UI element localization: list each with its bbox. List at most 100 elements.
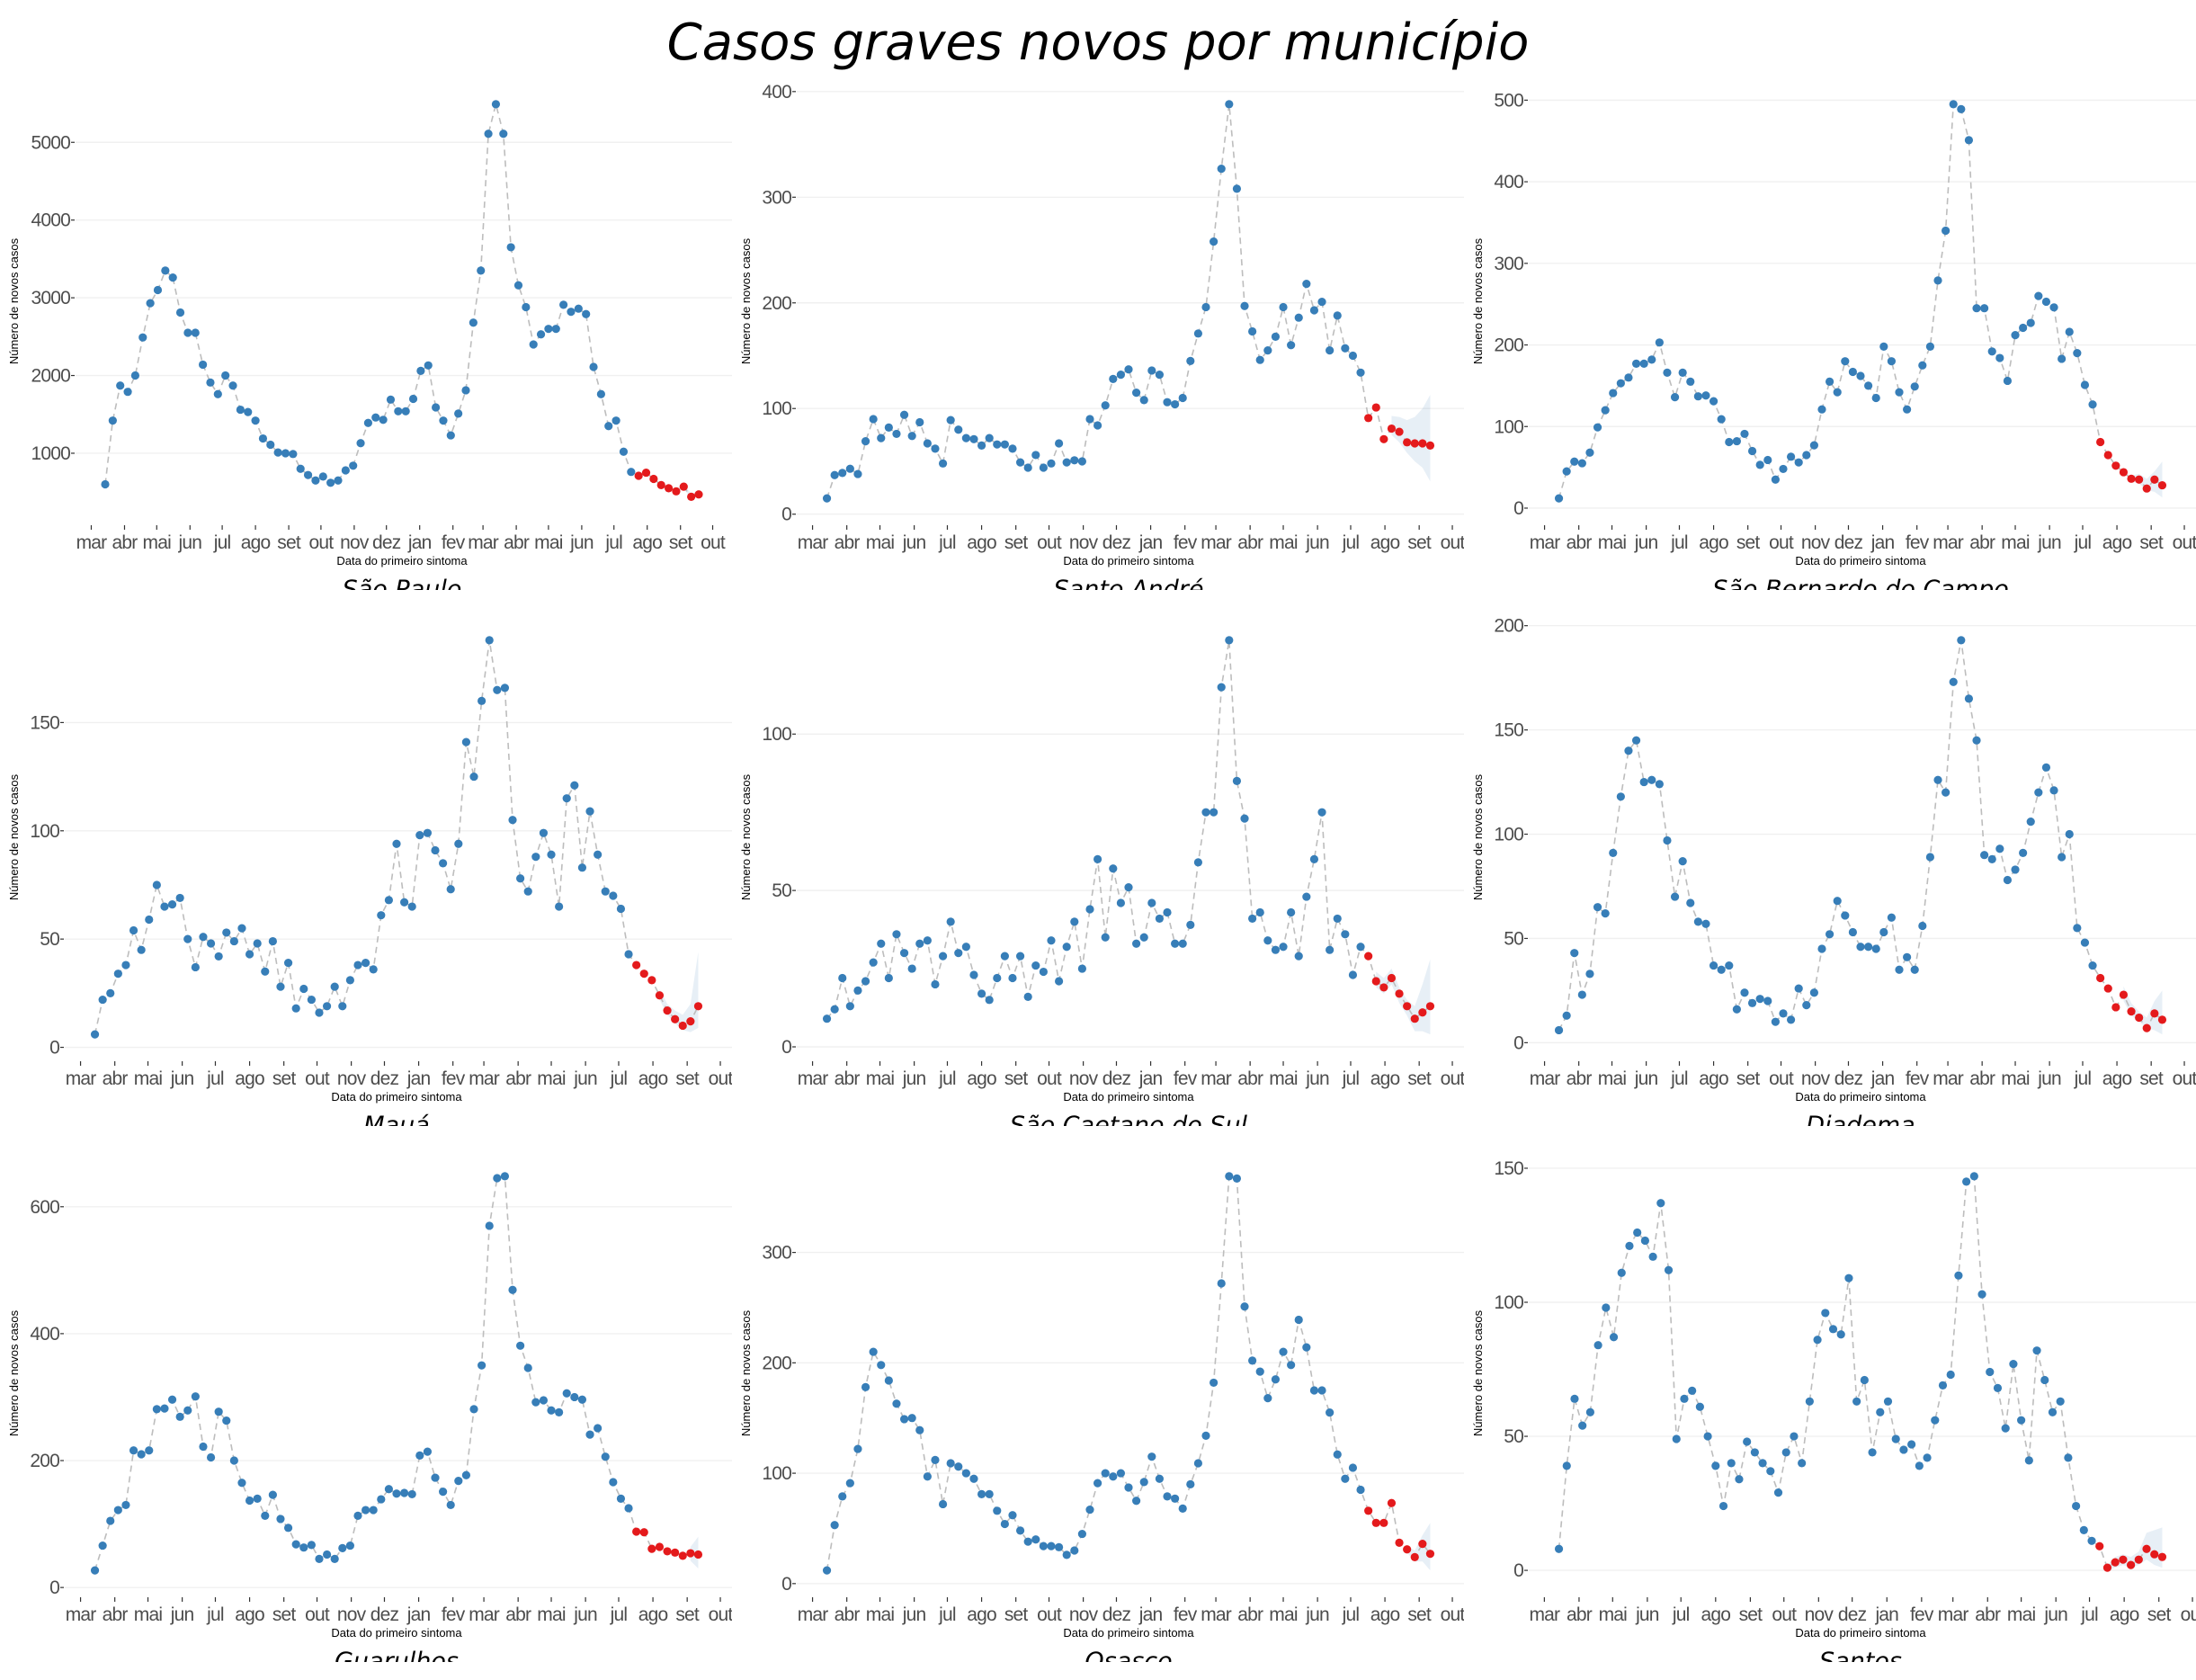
data-point <box>1101 933 1110 942</box>
data-point <box>624 1504 633 1513</box>
y-tick-label: 100 <box>1494 416 1523 437</box>
figure-title: Casos graves novos por município <box>667 13 1530 72</box>
data-point <box>1093 421 1102 430</box>
data-point <box>915 939 924 948</box>
data-point <box>822 1014 832 1023</box>
y-tick-label: 4000 <box>31 210 70 231</box>
data-point <box>861 1382 870 1391</box>
data-point <box>454 839 463 848</box>
y-tick-label: 0 <box>1513 498 1523 519</box>
data-point <box>129 925 138 935</box>
data-point <box>1833 897 1842 906</box>
data-point <box>1805 1397 1814 1406</box>
y-tick-label: 0 <box>49 1038 59 1059</box>
x-axis-title: Data do primeiro sintoma <box>1795 1626 1926 1640</box>
data-point <box>1070 456 1079 465</box>
data-point <box>1703 1432 1712 1441</box>
data-point <box>2009 1359 2018 1369</box>
nowcast-band <box>1376 959 1431 1035</box>
data-point <box>221 371 230 380</box>
data-point <box>152 880 161 889</box>
data-point <box>326 478 335 487</box>
data-point <box>392 839 401 848</box>
x-tick-label: set <box>675 1068 700 1089</box>
data-point <box>1624 373 1633 382</box>
data-point <box>1680 1394 1689 1403</box>
data-point <box>1570 1394 1579 1403</box>
data-point <box>1070 1546 1079 1555</box>
data-point <box>1841 357 1850 366</box>
data-point <box>353 961 362 970</box>
data-point <box>1910 382 1919 391</box>
data-point <box>289 450 298 459</box>
nowcast-point <box>2150 475 2159 484</box>
data-point <box>1740 429 1749 439</box>
data-point <box>2011 865 2020 874</box>
data-point <box>493 685 502 694</box>
x-tick-label: mar <box>1201 1604 1232 1625</box>
x-tick-label: mar <box>66 1068 97 1089</box>
data-point <box>318 472 327 481</box>
x-tick-label: mar <box>469 1604 500 1625</box>
data-point <box>315 1008 324 1017</box>
data-point <box>303 470 313 479</box>
data-point <box>1825 930 1834 939</box>
trend-line <box>826 639 1431 1020</box>
data-point <box>2026 318 2035 327</box>
data-point <box>423 828 433 837</box>
nowcast-band <box>1406 1523 1431 1571</box>
x-tick-label: mai <box>1269 1604 1298 1625</box>
data-point <box>1871 944 1880 953</box>
data-point <box>2034 291 2043 300</box>
x-tick-label: mai <box>134 1068 163 1089</box>
data-point <box>1294 952 1303 961</box>
data-point <box>946 1459 955 1468</box>
data-point <box>1554 1544 1564 1553</box>
data-point <box>570 1392 579 1402</box>
data-point <box>461 737 471 746</box>
data-point <box>589 362 598 371</box>
x-tick-label: set <box>2147 1604 2172 1625</box>
x-tick-label: out <box>305 1068 330 1089</box>
data-point <box>168 273 177 282</box>
x-tick-label: jul <box>1342 1068 1360 1089</box>
data-point <box>307 1541 316 1550</box>
y-tick-label: 300 <box>1494 254 1523 274</box>
nowcast-point <box>1410 1014 1419 1023</box>
data-point <box>619 447 629 456</box>
nowcast-point <box>1418 439 1427 448</box>
data-point <box>237 1479 246 1488</box>
data-point <box>1616 379 1625 388</box>
data-point <box>1864 381 1873 390</box>
nowcast-point <box>1387 424 1397 433</box>
x-tick-label: ago <box>967 1604 996 1625</box>
x-axis-title: Data do primeiro sintoma <box>1795 1090 1926 1104</box>
x-tick-label: mai <box>1599 1604 1628 1625</box>
data-point <box>516 874 525 883</box>
data-point <box>582 309 591 318</box>
data-point <box>1008 1511 1017 1520</box>
x-tick-label: set <box>1004 1068 1029 1089</box>
data-point <box>485 1221 494 1230</box>
data-point <box>113 1506 122 1515</box>
x-tick-label: abr <box>1969 532 1995 553</box>
data-point <box>485 636 494 645</box>
data-point <box>1062 458 1071 467</box>
y-tick-label: 50 <box>772 880 791 901</box>
data-point <box>228 381 237 390</box>
data-point <box>1954 1271 1963 1280</box>
data-point <box>985 433 994 442</box>
data-point <box>1279 943 1288 952</box>
data-point <box>1054 977 1064 986</box>
data-point <box>1562 467 1571 476</box>
x-tick-label: ago <box>638 1068 668 1089</box>
data-point <box>923 439 932 448</box>
data-point <box>1701 919 1710 928</box>
data-point <box>1821 1309 1830 1318</box>
nowcast-point <box>634 471 643 480</box>
data-point <box>1326 346 1335 355</box>
data-point <box>946 917 955 926</box>
x-tick-label: set <box>277 532 301 553</box>
data-point <box>2024 1456 2033 1465</box>
